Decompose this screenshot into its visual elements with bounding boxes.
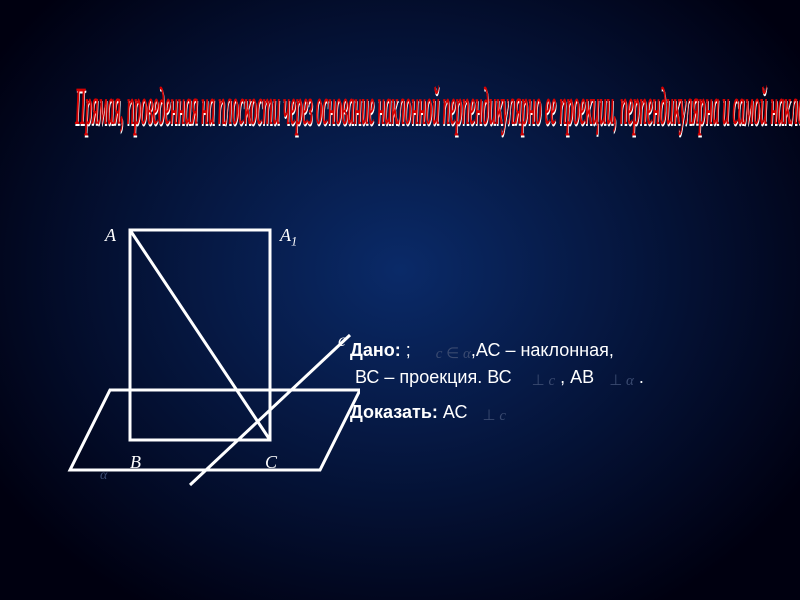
math-perp-c-1: ⊥ c [532,373,556,389]
given-line-2: ВС – проекция. ВС ⊥ c , АВ ⊥ α . [350,367,644,388]
label-A1: A1 [280,225,297,250]
math-perp-c-2: ⊥ c [483,408,507,424]
slide: Прямая, проведенная на плоскости через о… [0,0,800,600]
label-A: A [105,225,116,246]
problem-text: Дано: ; c ∈ α,АС – наклонная, ВС – проек… [350,340,644,429]
label-C: C [265,452,277,473]
geometry-diagram: A A1 B Cc α [40,200,360,500]
label-c: c [338,330,346,351]
math-perp-alpha: ⊥ α [609,373,634,389]
label-alpha: α [100,468,107,484]
label-B: B [130,452,141,473]
prove-label: Доказать: [350,402,443,422]
given-label: Дано: [350,340,406,360]
given-line-1: Дано: ; c ∈ α,АС – наклонная, [350,340,644,361]
diagram-svg [40,200,360,500]
title-text: Прямая, проведенная на плоскости через о… [75,75,725,137]
prove-line: Доказать: АС ⊥ c [350,402,644,423]
math-c-in-alpha: c ∈ α [436,346,471,362]
